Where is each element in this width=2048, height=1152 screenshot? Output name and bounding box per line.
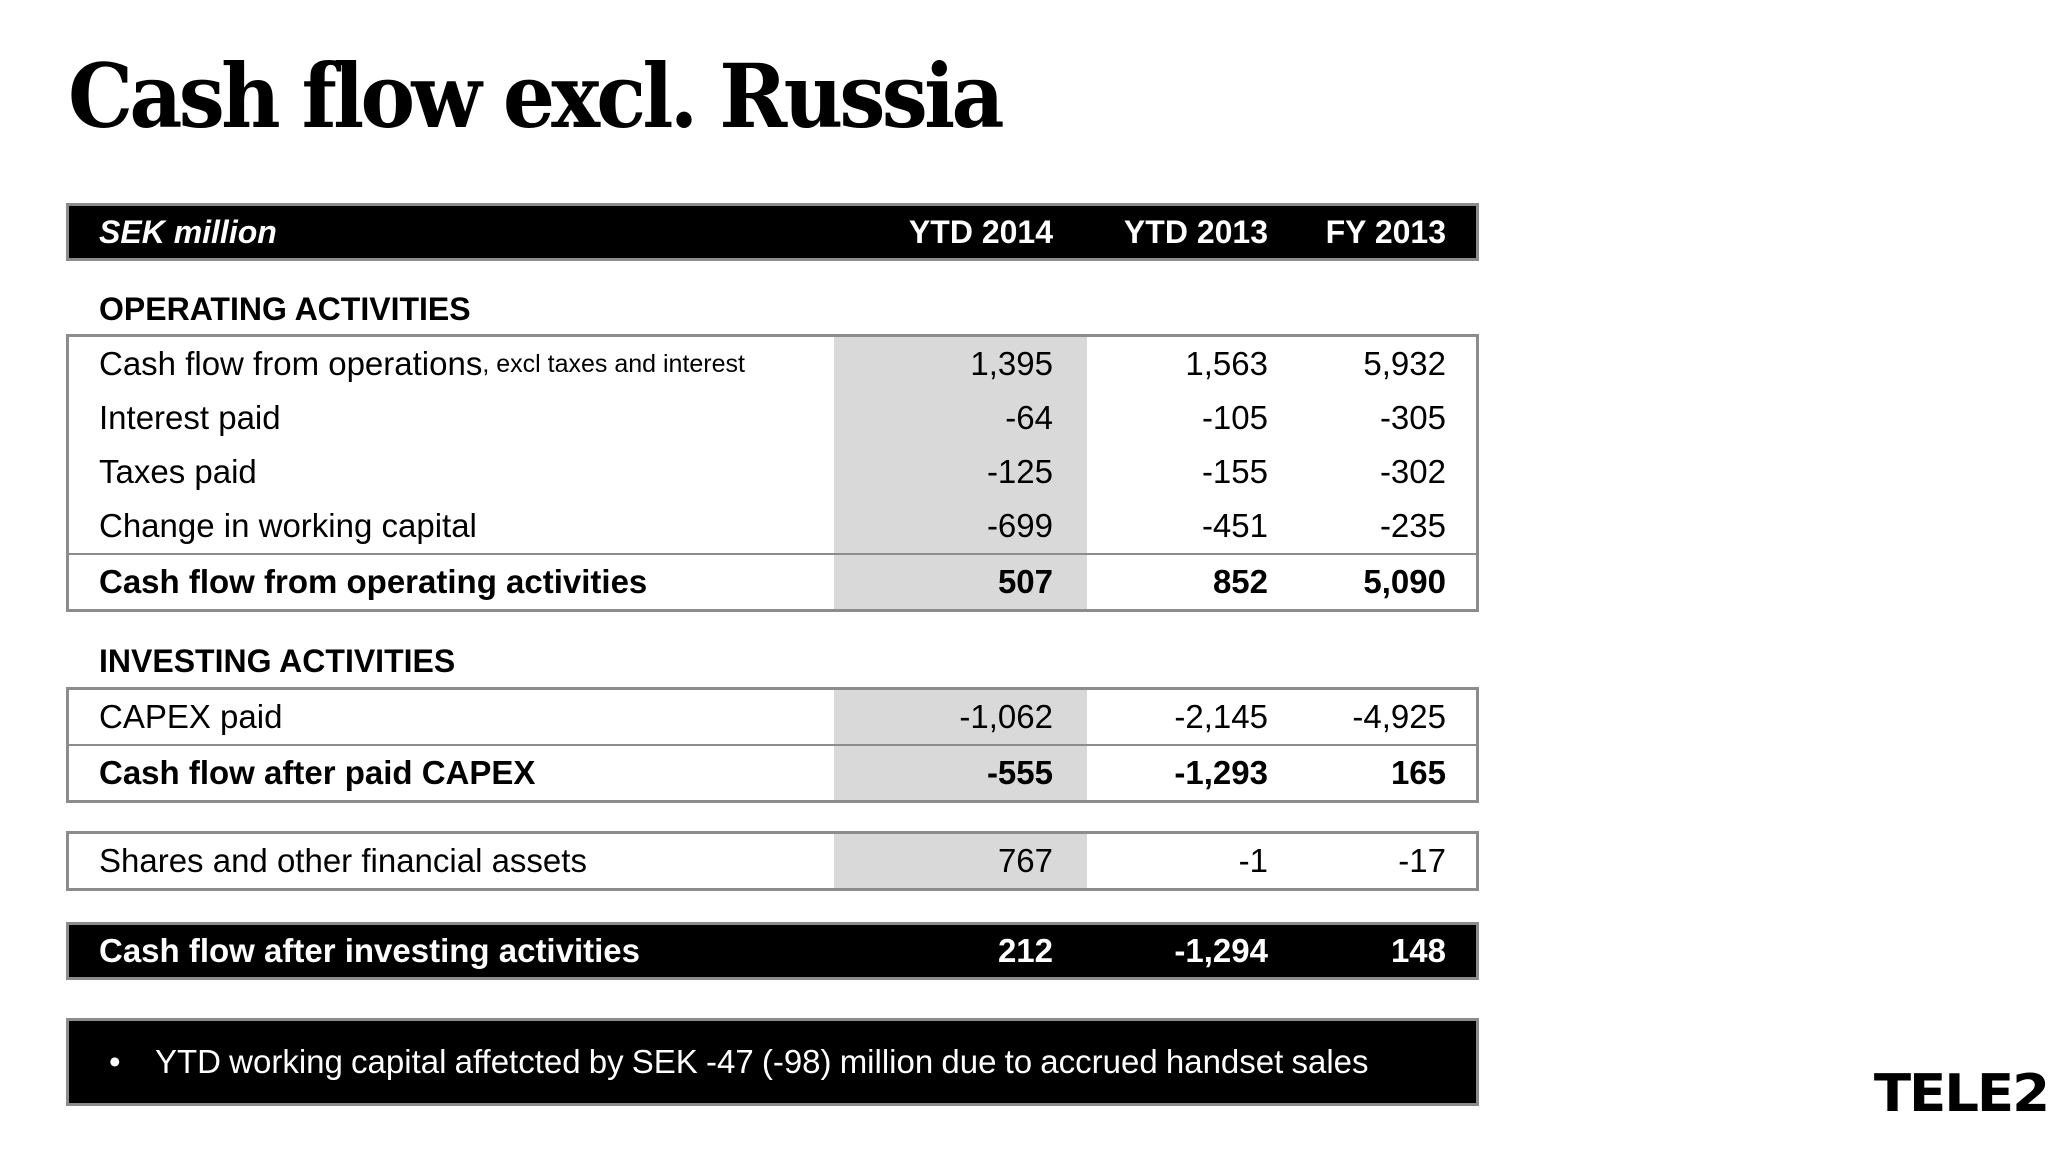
value-fy-2013: 5,090 <box>1363 563 1446 600</box>
total-row: Cash flow after paid CAPEX -555 -1,293 1… <box>69 744 1476 800</box>
row-label: Taxes paid <box>99 453 257 490</box>
value-ytd-2014: -699 <box>834 499 1087 553</box>
value-ytd-2014: 767 <box>834 834 1087 888</box>
value-ytd-2013: 852 <box>1212 563 1268 600</box>
value-fy-2013: 165 <box>1390 754 1446 791</box>
total-row: Cash flow from operating activities 507 … <box>69 553 1476 609</box>
table-row: Interest paid -64 -105 -305 <box>69 391 1476 445</box>
tele2-logo: TELE2 <box>1873 1064 2048 1124</box>
row-label: Change in working capital <box>99 507 477 544</box>
value-ytd-2013: 1,563 <box>1185 345 1268 382</box>
value-ytd-2014: -64 <box>834 391 1087 445</box>
table-row: Cash flow from operations, excl taxes an… <box>69 337 1476 391</box>
value-fy-2013: -235 <box>1379 507 1446 544</box>
value-fy-2013: 148 <box>1390 932 1446 969</box>
row-label: Cash flow from operations <box>99 345 483 382</box>
value-ytd-2014: -555 <box>834 746 1087 800</box>
value-fy-2013: -17 <box>1398 842 1446 879</box>
row-label: Cash flow after paid CAPEX <box>99 754 536 791</box>
value-ytd-2013: -451 <box>1201 507 1268 544</box>
value-ytd-2014: 212 <box>997 932 1053 969</box>
column-header-fy-2013: FY 2013 <box>1325 213 1446 250</box>
value-ytd-2014: -125 <box>834 445 1087 499</box>
table-row: Shares and other financial assets 767 -1… <box>69 834 1476 888</box>
row-label-note: , excl taxes and interest <box>482 349 745 378</box>
shares-table: Shares and other financial assets 767 -1… <box>66 831 1479 891</box>
column-header-ytd-2014: YTD 2014 <box>908 213 1053 250</box>
row-label: CAPEX paid <box>99 698 283 735</box>
value-ytd-2013: -105 <box>1201 399 1268 436</box>
value-ytd-2013: -155 <box>1201 453 1268 490</box>
value-ytd-2014: -1,062 <box>834 690 1087 744</box>
table-row: CAPEX paid -1,062 -2,145 -4,925 <box>69 690 1476 744</box>
row-label: Cash flow after investing activities <box>99 932 640 969</box>
row-label: Cash flow from operating activities <box>99 563 648 600</box>
page-title: Cash flow excl. Russia <box>68 44 1004 148</box>
section-heading-investing: INVESTING ACTIVITIES <box>99 643 456 679</box>
unit-label: SEK million <box>99 213 277 250</box>
value-fy-2013: 5,932 <box>1363 345 1446 382</box>
row-label: Shares and other financial assets <box>99 842 587 879</box>
note-text: YTD working capital affetcted by SEK -47… <box>155 1043 1369 1080</box>
value-ytd-2013: -1,293 <box>1174 754 1268 791</box>
value-fy-2013: -302 <box>1379 453 1446 490</box>
value-fy-2013: -4,925 <box>1352 698 1446 735</box>
note-box: • YTD working capital affetcted by SEK -… <box>66 1018 1479 1106</box>
column-header-ytd-2013: YTD 2013 <box>1123 213 1268 250</box>
bullet-icon: • <box>109 1043 121 1080</box>
value-ytd-2013: -1 <box>1238 842 1268 879</box>
value-ytd-2013: -1,294 <box>1174 932 1268 969</box>
operating-activities-table: Cash flow from operations, excl taxes an… <box>66 334 1479 612</box>
investing-activities-table: CAPEX paid -1,062 -2,145 -4,925 Cash flo… <box>66 687 1479 803</box>
table-row: Taxes paid -125 -155 -302 <box>69 445 1476 499</box>
cash-flow-after-investing-bar: Cash flow after investing activities 212… <box>66 922 1479 980</box>
value-ytd-2014: 507 <box>834 555 1087 609</box>
table-header: SEK million YTD 2014 YTD 2013 FY 2013 <box>66 203 1479 261</box>
table-row: Change in working capital -699 -451 -235 <box>69 499 1476 553</box>
row-label: Interest paid <box>99 399 281 436</box>
value-ytd-2014: 1,395 <box>834 337 1087 391</box>
value-fy-2013: -305 <box>1379 399 1446 436</box>
total-row: Cash flow after investing activities 212… <box>69 925 1476 977</box>
section-heading-operating: OPERATING ACTIVITIES <box>99 291 471 327</box>
value-ytd-2013: -2,145 <box>1174 698 1268 735</box>
